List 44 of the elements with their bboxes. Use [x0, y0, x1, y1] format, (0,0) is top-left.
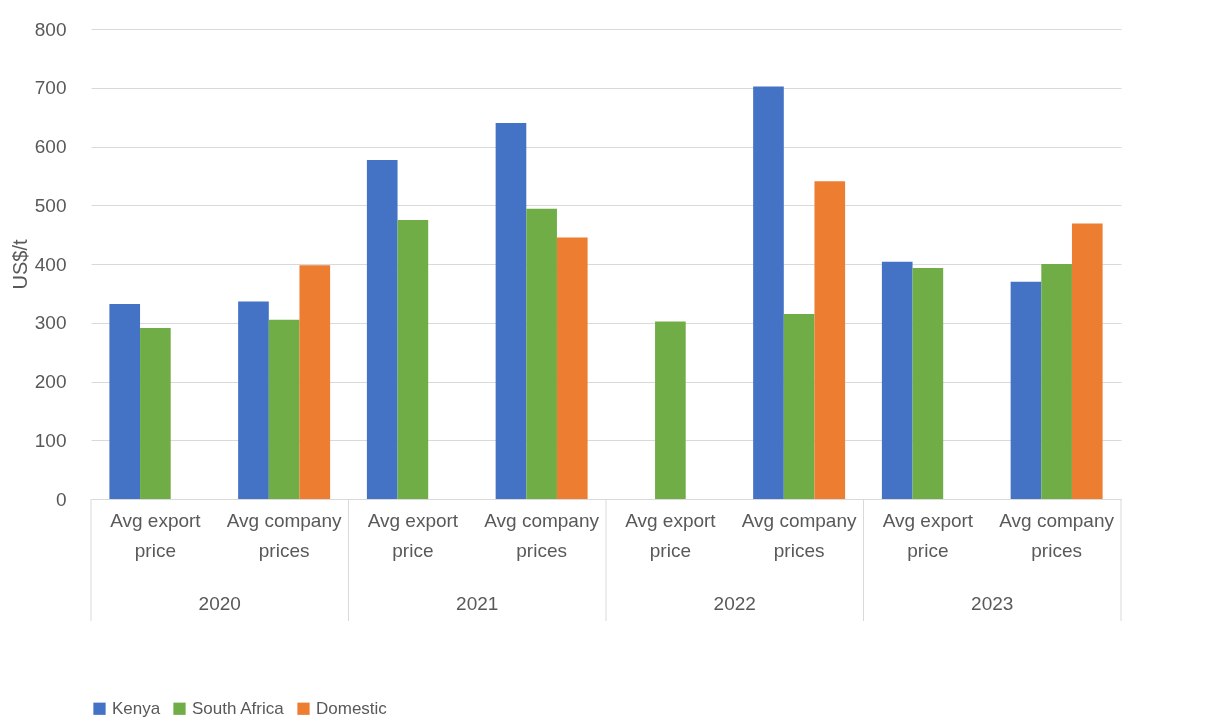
bar [655, 321, 686, 499]
y-axis-title: US$/t [8, 239, 31, 290]
x-tick-label: Avg company prices [741, 509, 857, 561]
bar [109, 303, 141, 499]
x-tick-label: Avg export price [625, 509, 717, 561]
x-tick-label: Avg export price [882, 509, 974, 561]
bar [814, 181, 846, 499]
y-tick-label: 600 [34, 136, 67, 157]
bar [1010, 281, 1042, 499]
bar [397, 219, 429, 499]
legend-label: South Africa [192, 698, 285, 718]
x-tick-label: Avg export price [110, 509, 202, 561]
y-tick-label: 700 [34, 77, 67, 99]
x-tick-label: Avg company prices [999, 509, 1115, 561]
bar [753, 86, 784, 499]
bar [526, 208, 557, 499]
y-tick-label: 200 [34, 371, 67, 392]
text: 2022 [713, 593, 756, 614]
x-tick-label: Avg export price [367, 509, 459, 561]
y-tick-label: 500 [34, 194, 67, 216]
bar [238, 301, 269, 499]
x-tick-label: Avg company prices [226, 509, 342, 561]
bar [881, 261, 913, 499]
bar [140, 328, 171, 499]
legend-label: Kenya [112, 698, 161, 718]
bar [495, 123, 527, 499]
y-tick-label: 400 [34, 253, 67, 275]
y-tick-label: 0 [55, 488, 67, 510]
y-tick-label: 300 [34, 312, 67, 334]
text: 2021 [456, 593, 499, 614]
bar [556, 237, 588, 499]
bar [366, 160, 398, 499]
bar [912, 268, 944, 499]
x-tick-label: Avg company prices [484, 509, 600, 561]
bar [268, 319, 300, 499]
y-tick-label: 800 [34, 18, 67, 40]
bar [783, 313, 815, 499]
legend-label: Domestic [316, 698, 388, 718]
bar [1071, 223, 1103, 499]
text: 2020 [198, 593, 241, 614]
bar [299, 265, 331, 499]
text: 2023 [971, 593, 1014, 614]
y-tick-label: 100 [34, 429, 67, 451]
bar [1041, 264, 1072, 499]
